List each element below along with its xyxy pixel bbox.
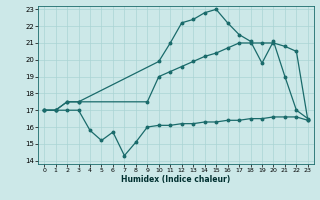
X-axis label: Humidex (Indice chaleur): Humidex (Indice chaleur)	[121, 175, 231, 184]
